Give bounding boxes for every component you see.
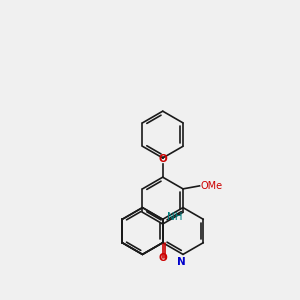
Text: NH: NH [167, 212, 183, 222]
Text: OMe: OMe [201, 181, 223, 191]
Text: O: O [158, 253, 167, 263]
Text: N: N [177, 257, 186, 267]
Text: O: O [158, 154, 167, 164]
